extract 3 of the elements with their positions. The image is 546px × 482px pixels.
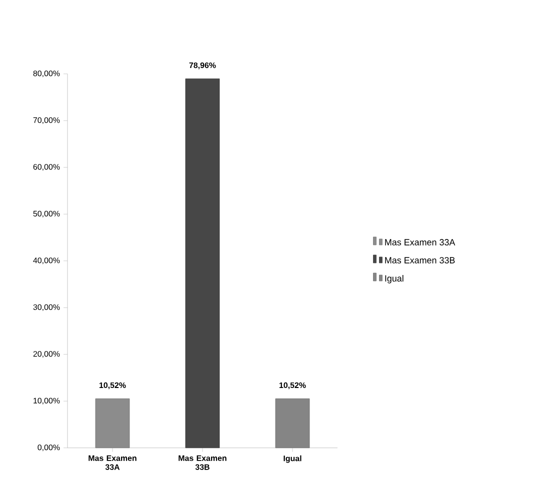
legend-label: Mas Examen 33B	[385, 257, 455, 264]
legend-label: Mas Examen 33A	[385, 239, 456, 246]
legend-label: Igual	[385, 274, 404, 284]
